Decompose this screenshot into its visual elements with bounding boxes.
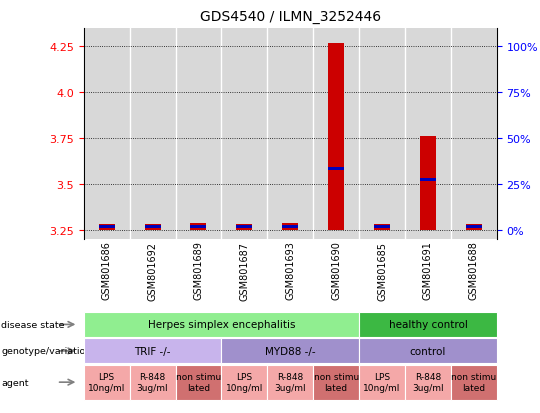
- Text: agent: agent: [1, 378, 29, 387]
- Text: R-848
3ug/ml: R-848 3ug/ml: [137, 373, 168, 392]
- Text: LPS
10ng/ml: LPS 10ng/ml: [226, 373, 263, 392]
- Text: non stimu
lated: non stimu lated: [451, 373, 496, 392]
- Bar: [405, 29, 451, 240]
- Bar: [466, 225, 482, 229]
- Bar: [130, 29, 176, 240]
- Bar: [313, 29, 359, 240]
- Bar: [145, 225, 160, 229]
- Bar: [176, 29, 221, 240]
- Bar: [328, 168, 344, 171]
- Bar: [237, 225, 252, 229]
- Bar: [466, 224, 482, 230]
- Bar: [145, 224, 160, 230]
- Text: MYD88 -/-: MYD88 -/-: [265, 346, 315, 356]
- Text: control: control: [410, 346, 446, 356]
- Text: R-848
3ug/ml: R-848 3ug/ml: [412, 373, 444, 392]
- Text: genotype/variation: genotype/variation: [1, 347, 91, 356]
- Bar: [359, 29, 405, 240]
- Bar: [420, 137, 436, 230]
- Title: GDS4540 / ILMN_3252446: GDS4540 / ILMN_3252446: [200, 10, 381, 24]
- Text: TRIF -/-: TRIF -/-: [134, 346, 171, 356]
- Bar: [374, 224, 390, 230]
- Text: LPS
10ng/ml: LPS 10ng/ml: [363, 373, 401, 392]
- Bar: [451, 29, 497, 240]
- Text: LPS
10ng/ml: LPS 10ng/ml: [88, 373, 125, 392]
- Bar: [191, 225, 206, 229]
- Text: non stimu
lated: non stimu lated: [314, 373, 359, 392]
- Bar: [191, 223, 206, 230]
- Bar: [99, 224, 114, 230]
- Text: R-848
3ug/ml: R-848 3ug/ml: [274, 373, 306, 392]
- Text: healthy control: healthy control: [388, 320, 468, 330]
- Bar: [420, 178, 436, 182]
- Bar: [84, 29, 130, 240]
- Bar: [99, 225, 114, 229]
- Text: Herpes simplex encephalitis: Herpes simplex encephalitis: [147, 320, 295, 330]
- Bar: [267, 29, 313, 240]
- Bar: [282, 225, 298, 229]
- Text: non stimu
lated: non stimu lated: [176, 373, 221, 392]
- Text: disease state: disease state: [1, 320, 65, 329]
- Bar: [328, 43, 344, 230]
- Bar: [282, 223, 298, 230]
- Bar: [374, 225, 390, 229]
- Bar: [221, 29, 267, 240]
- Bar: [237, 224, 252, 230]
